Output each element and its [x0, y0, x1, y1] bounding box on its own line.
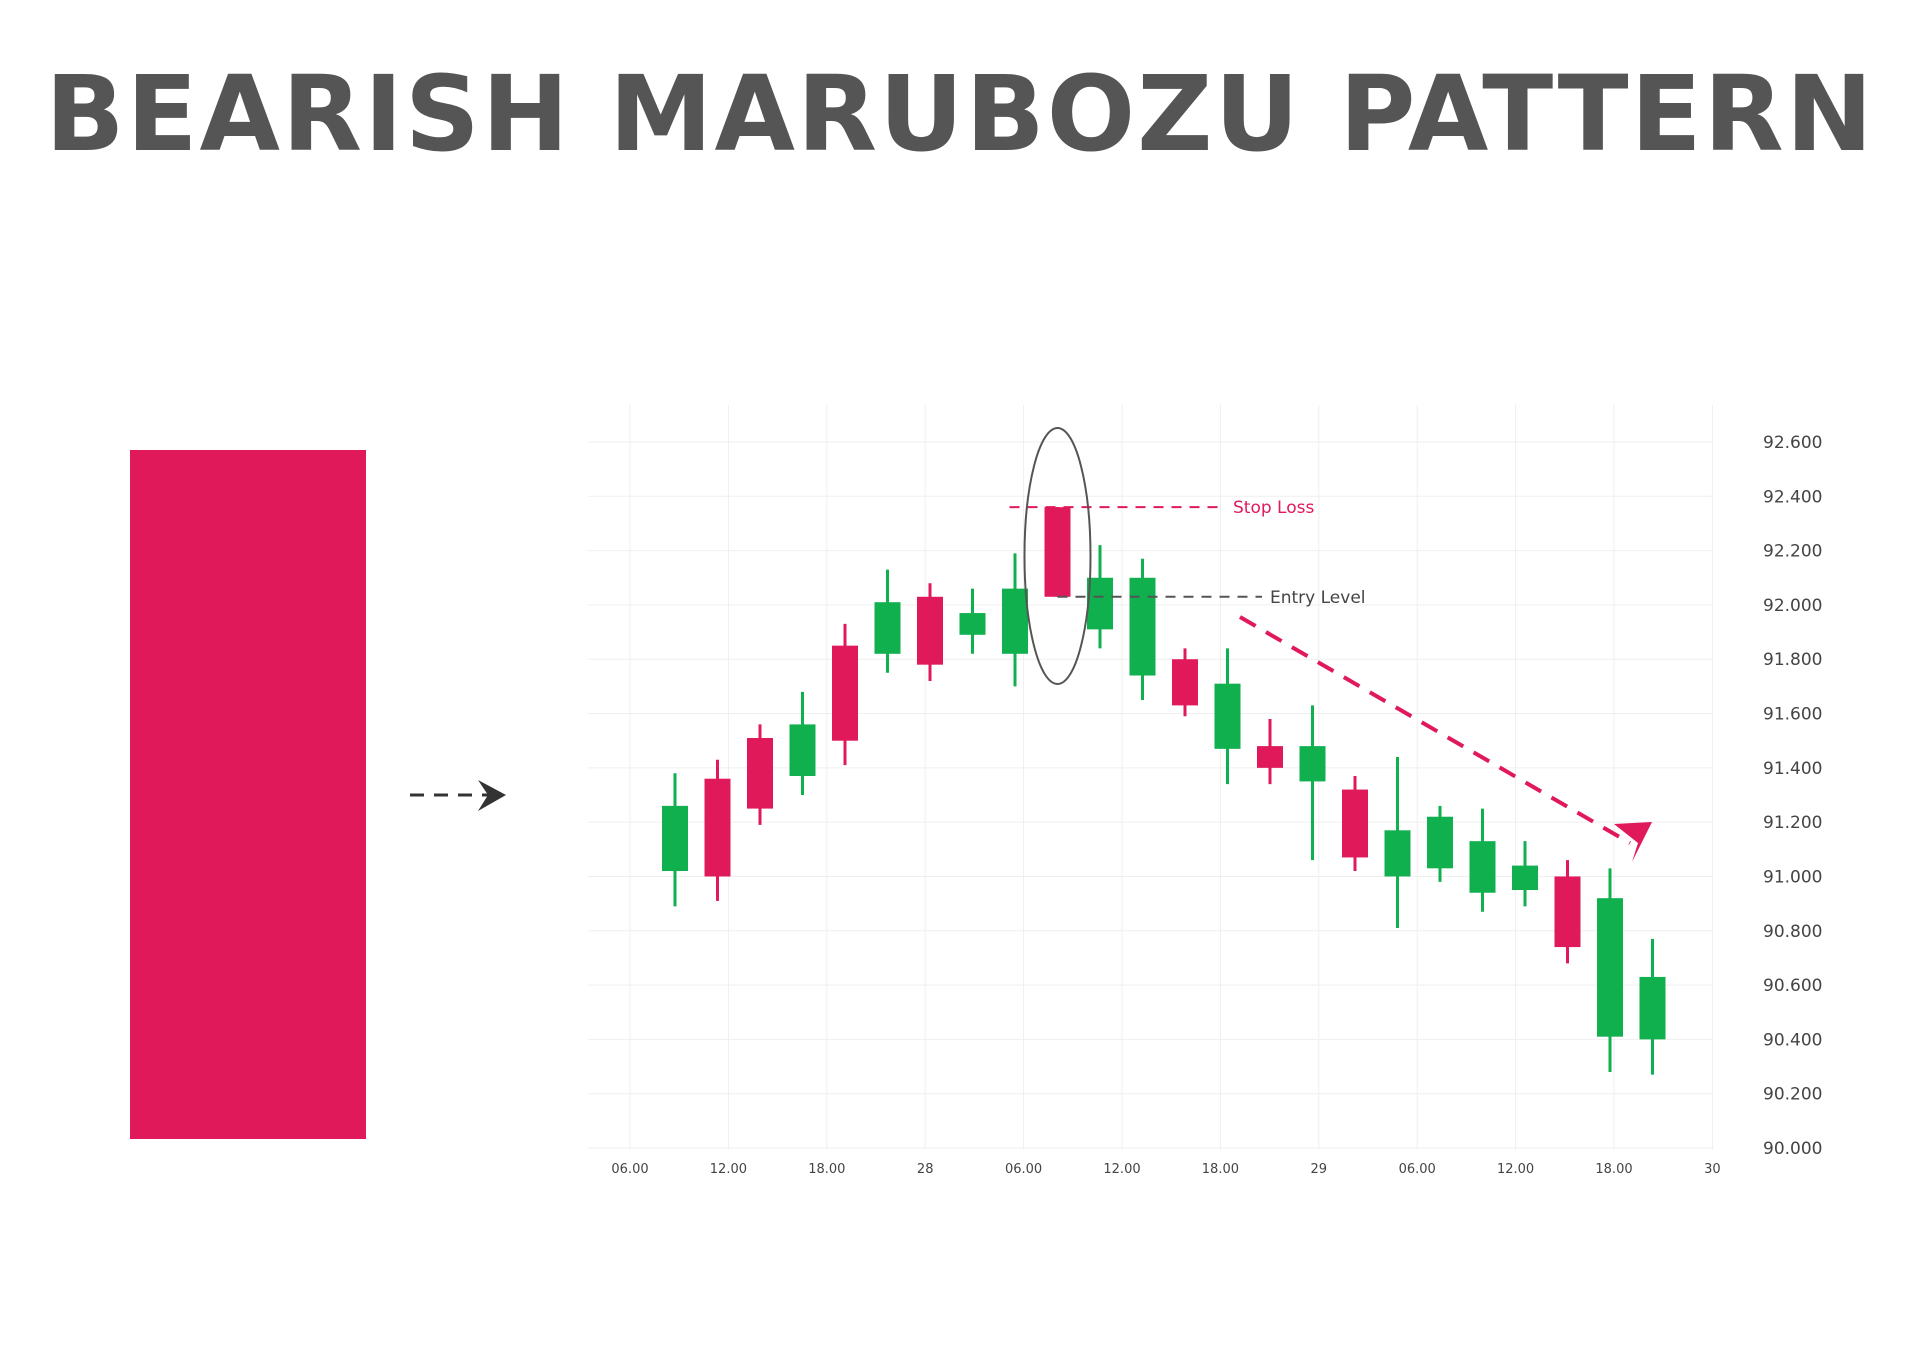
candle-body — [1002, 588, 1028, 654]
candle-body — [1087, 577, 1113, 630]
candle-body — [1384, 830, 1411, 877]
y-tick-label: 91.800 — [1763, 650, 1822, 670]
candle — [874, 569, 901, 673]
y-tick-label: 90.000 — [1763, 1139, 1822, 1159]
candle-body — [1597, 898, 1623, 1037]
candle — [1214, 648, 1241, 785]
candle — [1257, 718, 1283, 785]
candle-body — [747, 737, 773, 809]
y-tick-label: 92.200 — [1763, 542, 1822, 562]
candle — [747, 724, 773, 825]
x-tick-label: 12.00 — [710, 1162, 747, 1177]
candle — [704, 759, 731, 901]
y-tick-label: 90.200 — [1763, 1085, 1822, 1105]
downtrend-arrow-head — [1614, 822, 1652, 862]
y-tick-label: 91.200 — [1763, 813, 1822, 833]
candle-body — [1342, 789, 1368, 858]
candle — [1427, 805, 1453, 882]
candle-body — [832, 645, 858, 741]
y-tick-label: 90.400 — [1763, 1030, 1822, 1050]
candle-body — [704, 778, 731, 877]
candle-body — [1129, 577, 1156, 676]
x-tick-label: 12.00 — [1497, 1162, 1534, 1177]
x-axis-ticks: 06.00 12.00 18.00 28 06.00 12.00 18.00 29 06.00 1… — [611, 1162, 1720, 1177]
candle-body — [1554, 876, 1581, 948]
highlight-ellipse — [1023, 426, 1092, 685]
candle-body — [1044, 507, 1071, 597]
candle — [917, 583, 943, 681]
y-tick-label: 90.600 — [1763, 976, 1822, 996]
x-tick-label: 18.00 — [1595, 1162, 1632, 1177]
candle — [1469, 808, 1496, 912]
y-tick-label: 90.800 — [1763, 922, 1822, 942]
candle — [1129, 558, 1156, 700]
stop-loss-label: Stop Loss — [1233, 498, 1314, 518]
candle — [1512, 841, 1538, 907]
candle — [1172, 648, 1198, 717]
y-tick-label: 92.600 — [1763, 433, 1822, 453]
y-tick-label: 92.000 — [1763, 596, 1822, 616]
candle — [1639, 938, 1666, 1075]
candle — [1342, 775, 1368, 872]
candle — [832, 623, 858, 766]
candle — [1044, 507, 1071, 597]
candle-body — [1257, 746, 1283, 768]
x-tick-label: 18.00 — [808, 1162, 845, 1177]
x-tick-label: 06.00 — [1399, 1162, 1436, 1177]
y-tick-label: 92.400 — [1763, 487, 1822, 507]
candle-body — [1214, 683, 1241, 749]
pointer-arrow — [410, 780, 506, 811]
y-axis-ticks: 92.600 92.400 92.200 92.000 91.800 91.600 91.4… — [1763, 433, 1822, 1159]
candle-body — [1639, 976, 1666, 1040]
candle — [1384, 756, 1411, 929]
candle-body — [1427, 816, 1453, 869]
entry-level-label: Entry Level — [1270, 588, 1366, 608]
x-tick-label: 18.00 — [1202, 1162, 1239, 1177]
annotations: Stop Loss Entry Level — [1009, 426, 1652, 862]
candle-body — [1172, 659, 1198, 706]
candle — [959, 588, 986, 654]
chart-grid — [588, 405, 1713, 1150]
candle — [1597, 868, 1623, 1072]
y-tick-label: 91.400 — [1763, 759, 1822, 779]
x-tick-label: 12.00 — [1103, 1162, 1140, 1177]
candle-body — [789, 724, 816, 776]
y-tick-label: 91.000 — [1763, 867, 1822, 887]
candle-body — [917, 596, 943, 665]
candle-body — [874, 602, 901, 654]
downtrend-arrow-line — [1238, 615, 1632, 845]
x-tick-label: 28 — [917, 1162, 934, 1177]
candle — [1299, 705, 1326, 861]
candles — [662, 507, 1666, 1075]
x-tick-label: 06.00 — [1005, 1162, 1042, 1177]
x-tick-label: 29 — [1311, 1162, 1328, 1177]
candle-body — [1469, 841, 1496, 893]
candle — [789, 691, 816, 795]
candle-body — [662, 805, 688, 872]
candle-body — [1299, 746, 1326, 782]
y-tick-label: 91.600 — [1763, 705, 1822, 725]
candle — [1002, 553, 1028, 687]
page-title: BEARISH MARUBOZU PATTERN — [45, 53, 1875, 175]
candle-body — [959, 613, 986, 635]
x-tick-label: 06.00 — [611, 1162, 648, 1177]
candle — [662, 773, 688, 907]
candle — [1554, 860, 1581, 964]
pointer-arrow-head — [478, 780, 506, 811]
x-tick-label: 30 — [1704, 1162, 1721, 1177]
candle-body — [1512, 865, 1538, 891]
bearish-marubozu-example-candle — [130, 450, 366, 1139]
